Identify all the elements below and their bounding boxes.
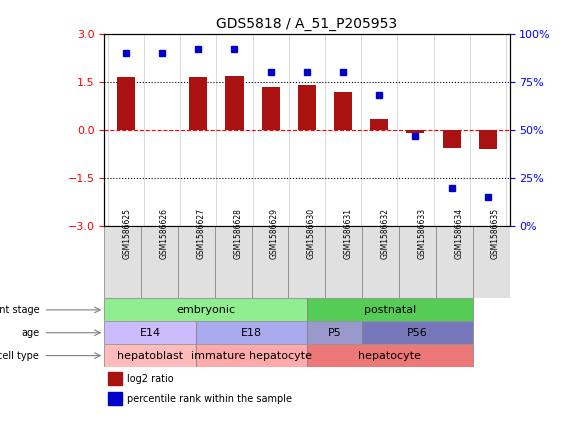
FancyBboxPatch shape — [252, 226, 288, 299]
Bar — [262, 87, 280, 130]
Bar — [108, 392, 123, 405]
Text: P5: P5 — [328, 328, 342, 338]
Text: hepatoblast: hepatoblast — [117, 351, 184, 360]
FancyBboxPatch shape — [288, 226, 325, 299]
Text: GSM1586633: GSM1586633 — [417, 208, 426, 259]
FancyBboxPatch shape — [196, 344, 307, 367]
Text: log2 ratio: log2 ratio — [126, 374, 173, 384]
FancyBboxPatch shape — [472, 226, 510, 299]
FancyBboxPatch shape — [399, 226, 436, 299]
FancyBboxPatch shape — [104, 226, 141, 299]
FancyBboxPatch shape — [104, 299, 307, 321]
Text: GSM1586628: GSM1586628 — [233, 208, 242, 259]
Bar — [479, 130, 497, 149]
Bar — [370, 119, 389, 130]
FancyBboxPatch shape — [215, 226, 252, 299]
FancyBboxPatch shape — [307, 344, 472, 367]
Text: GSM1586627: GSM1586627 — [196, 208, 206, 259]
FancyBboxPatch shape — [307, 321, 362, 344]
FancyBboxPatch shape — [104, 344, 196, 367]
FancyBboxPatch shape — [141, 226, 178, 299]
Text: hepatocyte: hepatocyte — [358, 351, 422, 360]
Bar — [298, 85, 316, 130]
Text: percentile rank within the sample: percentile rank within the sample — [126, 394, 291, 404]
Bar — [108, 372, 123, 385]
Text: GSM1586632: GSM1586632 — [380, 208, 390, 259]
Bar — [334, 91, 352, 130]
Text: GSM1586626: GSM1586626 — [159, 208, 168, 259]
FancyBboxPatch shape — [362, 321, 472, 344]
Text: development stage: development stage — [0, 305, 39, 315]
Text: immature hepatocyte: immature hepatocyte — [191, 351, 312, 360]
FancyBboxPatch shape — [104, 321, 196, 344]
Bar — [442, 130, 461, 148]
FancyBboxPatch shape — [436, 226, 472, 299]
Text: GSM1586634: GSM1586634 — [455, 208, 463, 259]
FancyBboxPatch shape — [196, 321, 307, 344]
Text: GSM1586635: GSM1586635 — [491, 208, 500, 259]
FancyBboxPatch shape — [307, 299, 472, 321]
FancyBboxPatch shape — [178, 226, 215, 299]
Bar — [117, 77, 135, 130]
Text: P56: P56 — [407, 328, 428, 338]
FancyBboxPatch shape — [325, 226, 362, 299]
Text: cell type: cell type — [0, 351, 39, 360]
Text: embryonic: embryonic — [176, 305, 235, 315]
Title: GDS5818 / A_51_P205953: GDS5818 / A_51_P205953 — [217, 17, 397, 31]
Text: E18: E18 — [241, 328, 262, 338]
Bar — [225, 76, 244, 130]
Text: GSM1586625: GSM1586625 — [123, 208, 131, 259]
Bar — [406, 130, 424, 133]
FancyBboxPatch shape — [362, 226, 399, 299]
Text: GSM1586631: GSM1586631 — [344, 208, 353, 259]
Text: GSM1586630: GSM1586630 — [307, 208, 316, 259]
Text: E14: E14 — [140, 328, 161, 338]
Text: GSM1586629: GSM1586629 — [270, 208, 279, 259]
Bar — [189, 77, 207, 130]
Text: postnatal: postnatal — [364, 305, 416, 315]
Text: age: age — [21, 328, 39, 338]
